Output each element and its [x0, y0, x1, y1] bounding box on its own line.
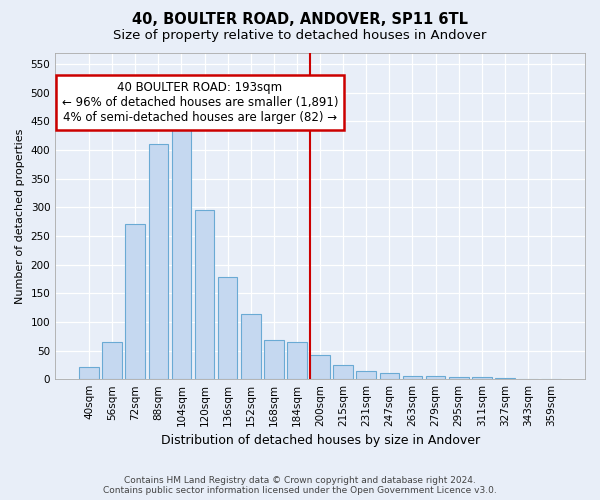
Text: Contains HM Land Registry data © Crown copyright and database right 2024.: Contains HM Land Registry data © Crown c…: [124, 476, 476, 485]
Bar: [287, 342, 307, 379]
Bar: [264, 340, 284, 379]
Bar: [426, 376, 445, 379]
Text: 40 BOULTER ROAD: 193sqm
← 96% of detached houses are smaller (1,891)
4% of semi-: 40 BOULTER ROAD: 193sqm ← 96% of detache…: [62, 81, 338, 124]
Bar: [149, 144, 168, 379]
Bar: [103, 342, 122, 379]
Bar: [195, 210, 214, 379]
Text: 40, BOULTER ROAD, ANDOVER, SP11 6TL: 40, BOULTER ROAD, ANDOVER, SP11 6TL: [132, 12, 468, 28]
X-axis label: Distribution of detached houses by size in Andover: Distribution of detached houses by size …: [161, 434, 479, 448]
Y-axis label: Number of detached properties: Number of detached properties: [15, 128, 25, 304]
Bar: [334, 366, 353, 379]
Bar: [518, 378, 538, 379]
Text: Contains public sector information licensed under the Open Government Licence v3: Contains public sector information licen…: [103, 486, 497, 495]
Bar: [472, 378, 491, 379]
Bar: [495, 378, 515, 379]
Bar: [125, 224, 145, 379]
Bar: [310, 354, 330, 379]
Bar: [541, 378, 561, 379]
Bar: [79, 366, 99, 379]
Bar: [241, 314, 260, 379]
Bar: [218, 277, 238, 379]
Bar: [403, 376, 422, 379]
Bar: [380, 373, 399, 379]
Text: Size of property relative to detached houses in Andover: Size of property relative to detached ho…: [113, 29, 487, 42]
Bar: [172, 118, 191, 379]
Bar: [449, 377, 469, 379]
Bar: [356, 371, 376, 379]
